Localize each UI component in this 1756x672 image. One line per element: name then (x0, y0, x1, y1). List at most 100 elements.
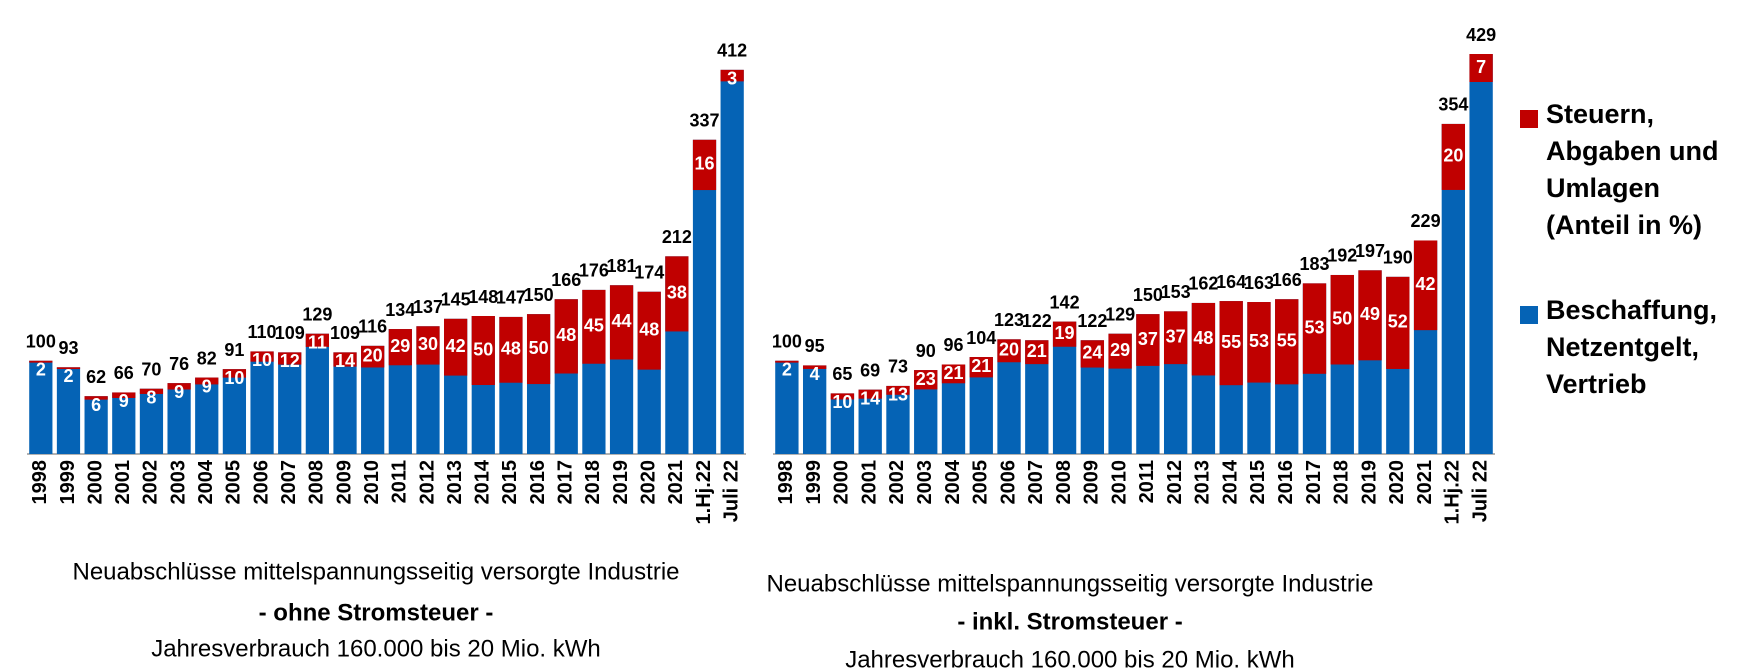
total-label: 65 (832, 364, 852, 384)
share-label: 11 (308, 332, 327, 352)
share-label: 42 (446, 336, 466, 356)
bar-base (84, 396, 108, 454)
bar-share (388, 329, 412, 366)
total-label: 110 (248, 322, 277, 342)
bar-base (858, 389, 882, 454)
bar-base (56, 367, 81, 454)
x-tick-label: 2007 (1025, 460, 1047, 505)
x-tick-label: 2012 (416, 460, 438, 505)
total-label: 153 (1161, 282, 1191, 302)
bar-share (167, 383, 191, 390)
share-label: 2 (36, 360, 46, 380)
bar-share (1219, 301, 1243, 386)
bar-share (1469, 54, 1493, 82)
share-label: 6 (91, 395, 101, 415)
share-label: 48 (1193, 328, 1213, 348)
share-label: 9 (202, 376, 212, 396)
x-tick-label: 2019 (610, 460, 632, 505)
x-tick-label: 2009 (333, 460, 355, 505)
bar-share (1136, 314, 1160, 366)
x-tick-label: 1998 (775, 460, 797, 505)
x-tick-label: 2020 (637, 460, 659, 505)
bar-share (637, 291, 661, 370)
total-label: 122 (1022, 311, 1052, 331)
bar-share (582, 289, 606, 364)
x-tick-label: 2004 (195, 459, 217, 504)
x-tick-label: 1.Hj.22 (1442, 460, 1464, 524)
share-label: 21 (1027, 341, 1047, 361)
share-label: 8 (146, 387, 156, 407)
bar-base (1025, 340, 1049, 454)
x-tick-label: 1999 (57, 460, 79, 505)
bar-share (1052, 321, 1077, 347)
total-label: 192 (1327, 246, 1357, 266)
share-label: 50 (473, 339, 493, 359)
x-tick-label: 2008 (1053, 460, 1075, 505)
bar-share (1302, 283, 1327, 374)
bar-base (1469, 54, 1493, 454)
bar-base (997, 339, 1021, 454)
bar-base (1052, 321, 1077, 454)
legend-label: Beschaffung, Netzentgelt, Vertrieb (1546, 295, 1718, 399)
x-tick-label: 2009 (1081, 460, 1103, 505)
total-label: 90 (916, 341, 936, 361)
caption: Jahresverbrauch 160.000 bis 20 Mio. kWh (845, 646, 1295, 672)
bar-base (720, 69, 744, 454)
caption: Neuabschlüsse mittelspannungsseitig vers… (767, 570, 1374, 597)
x-tick-label: Juli 22 (720, 460, 742, 522)
total-label: 82 (197, 348, 217, 368)
total-label: 150 (1133, 285, 1163, 305)
bar-base (29, 360, 53, 454)
share-label: 10 (224, 368, 244, 388)
x-tick-label: 2016 (527, 460, 549, 505)
share-label: 50 (529, 338, 549, 358)
share-label: 42 (1416, 274, 1436, 294)
bar-share (333, 352, 357, 367)
total-label: 176 (579, 261, 609, 281)
share-label: 30 (418, 334, 438, 354)
bar-base (361, 345, 385, 454)
bar-share (499, 316, 523, 383)
x-tick-label: 2013 (444, 460, 466, 505)
total-label: 100 (772, 332, 802, 352)
share-label: 3 (727, 69, 737, 89)
share-label: 53 (1249, 331, 1269, 351)
total-label: 122 (1077, 311, 1107, 331)
bar-base (250, 351, 274, 454)
bar-base (830, 393, 855, 454)
x-tick-label: 2021 (1414, 460, 1436, 505)
bar-share (1441, 123, 1466, 190)
share-label: 12 (280, 351, 300, 371)
bar-base (167, 383, 191, 454)
total-label: 129 (1105, 304, 1135, 324)
bar-share (56, 367, 81, 370)
bar-share (858, 389, 882, 399)
legend-label: Steuern, Abgaben und Umlagen (Anteil in … (1546, 99, 1719, 240)
share-label: 9 (119, 391, 129, 411)
total-label: 181 (607, 256, 637, 276)
total-label: 123 (994, 310, 1024, 330)
total-label: 129 (302, 304, 332, 324)
share-label: 20 (999, 340, 1019, 360)
share-label: 2 (63, 366, 73, 386)
total-label: 147 (496, 288, 526, 308)
x-tick-label: 2019 (1358, 460, 1380, 505)
bar-base (914, 370, 938, 454)
total-label: 183 (1299, 254, 1329, 274)
total-label: 150 (524, 285, 554, 305)
total-label: 76 (169, 354, 189, 374)
share-label: 48 (501, 339, 521, 359)
bar-share (609, 285, 634, 360)
bar-base (195, 377, 219, 454)
bar-share (1413, 240, 1438, 331)
share-label: 38 (667, 283, 687, 303)
total-label: 69 (860, 360, 880, 380)
bar-share (1275, 299, 1299, 385)
bar-base (1080, 340, 1105, 454)
bar-base (278, 352, 302, 454)
bar-base (886, 385, 910, 454)
x-tick-label: 2012 (1164, 460, 1186, 505)
total-label: 229 (1411, 211, 1441, 231)
share-label: 45 (584, 316, 604, 336)
bar-share (139, 388, 164, 394)
